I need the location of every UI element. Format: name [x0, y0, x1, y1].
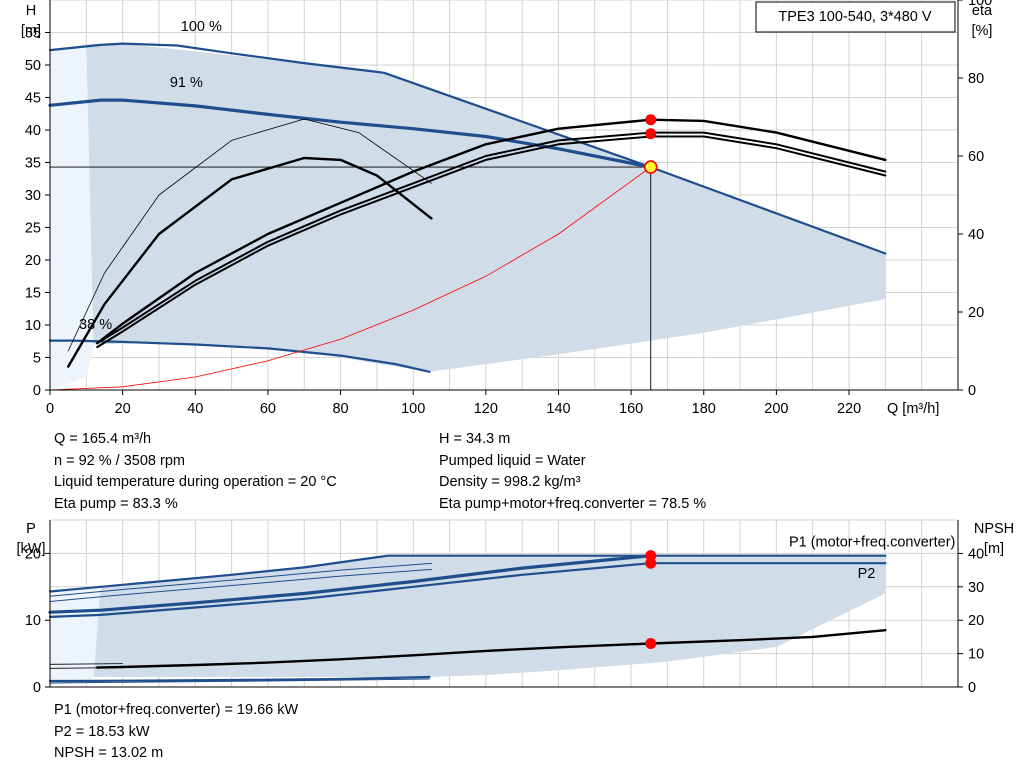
tick-label-right: 10	[968, 647, 984, 663]
title-box	[755, 1, 956, 33]
tick-label-bottom: 220	[837, 401, 861, 417]
y-axis-label-left: P	[26, 521, 36, 537]
y-axis-label-right: NPSH	[974, 521, 1014, 537]
tick-label-bottom: 20	[115, 401, 131, 417]
tick-label-right: 40	[968, 227, 984, 243]
duty-point-marker	[643, 160, 658, 174]
curve-series-6	[95, 118, 887, 345]
tick-label-bottom: 40	[187, 401, 203, 417]
operating-region-minflow	[50, 44, 94, 390]
tick-label-right: 100	[968, 0, 992, 9]
curve-series-7	[49, 678, 430, 684]
tick-label-left: 10	[25, 318, 41, 334]
info-flow: Q = 165.4 m³/h	[54, 431, 152, 447]
info-right-block: H = 34.3 m Pumped liquid = Water Density…	[439, 429, 706, 515]
tick-label-right: 60	[968, 149, 984, 165]
series-label: P1 (motor+freq.converter)	[789, 535, 955, 551]
info-p1: P1 (motor+freq.converter) = 19.66 kW	[54, 702, 299, 718]
curve-series-7	[96, 131, 887, 345]
tick-label-bottom: 120	[474, 401, 498, 417]
x-axis-label: Q [m³/h]	[887, 401, 939, 417]
tick-label-bottom: 180	[692, 401, 716, 417]
tick-label-left: 5	[33, 351, 41, 367]
tick-label-left: 25	[25, 221, 41, 237]
tick-label-left: 55	[25, 26, 41, 42]
y-axis-label-left: H	[26, 3, 36, 19]
info-speed: n = 92 % / 3508 rpm	[54, 452, 185, 469]
tick-label-left: 20	[25, 546, 41, 562]
curve-series-2	[48, 554, 653, 614]
tick-label-right: 0	[968, 680, 976, 696]
series-label: P2	[858, 566, 876, 582]
curve-series-8	[49, 663, 123, 665]
info-left-block: Q = 165.4 m³/h n = 92 % / 3508 rpm Liqui…	[54, 429, 337, 515]
power-npsh-chart: 0 10 20 0 10 20 30 40 P [kW] NPSH [m] P1 (motor+freq…	[17, 519, 1014, 696]
operating-region-minflow	[50, 586, 101, 685]
y-axis-unit-right: [%]	[972, 23, 993, 39]
tick-label-left: 30	[25, 188, 41, 204]
curve-p1-motor-freq-converter-	[48, 554, 887, 593]
tick-label-left: 0	[33, 383, 41, 399]
tick-label-bottom: 160	[619, 401, 643, 417]
tick-label-bottom: 60	[260, 401, 276, 417]
info-head: H = 34.3 m	[439, 431, 511, 447]
y-axis-label-right: eta	[972, 3, 993, 19]
tick-label-left: 45	[25, 91, 41, 107]
info-eta-total: Eta pump+motor+freq.converter = 78.5 %	[439, 495, 707, 512]
tick-label-bottom: 80	[332, 401, 348, 417]
curve-series-10	[95, 629, 887, 669]
y-axis-unit-left: [m]	[21, 23, 41, 39]
curve-100-	[48, 42, 887, 255]
tick-label-bottom: 100	[401, 401, 425, 417]
curve-series-5	[66, 156, 433, 368]
curve-series-4	[67, 118, 432, 352]
tick-label-right: 30	[968, 580, 984, 596]
tick-label-left: 40	[25, 123, 41, 139]
curve-speed-label: 100 %	[181, 19, 222, 35]
tick-label-right: 40	[968, 546, 984, 562]
curve-91-	[48, 98, 653, 169]
tick-label-left: 50	[25, 58, 41, 74]
red-dot-marker	[645, 557, 657, 569]
red-dot-marker	[645, 550, 657, 562]
curve-speed-label: 91 %	[170, 75, 203, 91]
curve-series-5	[49, 568, 432, 602]
tick-label-left: 0	[33, 680, 41, 696]
tick-label-left: 10	[25, 613, 41, 629]
head-efficiency-chart: 0 5 10 15 20 25 30 35 40 45 50 55 0 20 40 60 80 100 0 20 40 6…	[21, 0, 993, 417]
curve-series-3	[49, 166, 652, 391]
info-p2: P2 = 18.53 kW	[54, 723, 150, 740]
operating-region	[50, 555, 886, 685]
curve-38-	[48, 339, 431, 373]
y-axis-unit-right: [m]	[984, 541, 1004, 557]
curve-series-6	[48, 675, 431, 683]
info-bottom-block: P1 (motor+freq.converter) = 19.66 kW P2 …	[54, 700, 298, 765]
info-npsh: NPSH = 13.02 m	[54, 745, 164, 761]
curve-series-8	[96, 135, 887, 349]
curve-series-4	[49, 562, 432, 597]
curve-series-3	[48, 562, 652, 619]
tick-label-right: 80	[968, 71, 984, 87]
red-dot-marker	[645, 114, 657, 126]
tick-label-bottom: 0	[46, 401, 54, 417]
operating-region	[50, 43, 886, 390]
chart-title: TPE3 100-540, 3*480 V	[778, 9, 931, 25]
tick-label-right: 20	[968, 613, 984, 629]
tick-label-left: 20	[25, 253, 41, 269]
info-density: Density = 998.2 kg/m³	[439, 474, 581, 490]
tick-label-right: 20	[968, 305, 984, 321]
info-eta-pump: Eta pump = 83.3 %	[54, 495, 178, 512]
info-pumped-liquid: Pumped liquid = Water	[439, 452, 586, 469]
info-liquid-temperature: Liquid temperature during operation = 20…	[54, 474, 337, 490]
red-dot-marker	[645, 638, 657, 650]
tick-label-bottom: 140	[546, 401, 570, 417]
red-dot-marker	[645, 128, 657, 140]
curve-speed-label: 38 %	[79, 317, 112, 333]
tick-label-bottom: 200	[764, 401, 788, 417]
y-axis-unit-left: [kW]	[17, 541, 46, 557]
tick-label-left: 35	[25, 156, 41, 172]
tick-label-right: 0	[968, 383, 976, 399]
tick-label-left: 15	[25, 286, 41, 302]
